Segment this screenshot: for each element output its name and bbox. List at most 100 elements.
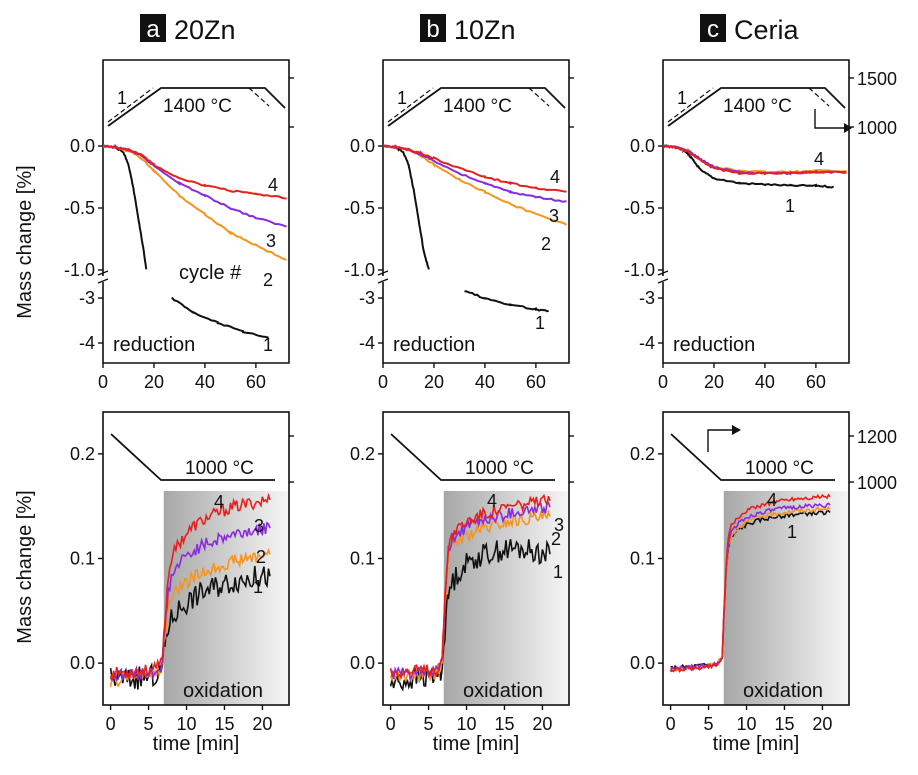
panel-letter: b xyxy=(426,16,439,43)
y-tick-label: -1.0 xyxy=(344,260,375,280)
axis-break-mark xyxy=(98,271,108,283)
x-axis-label: time [min] xyxy=(153,733,240,755)
series-label-3: 3 xyxy=(554,515,564,535)
profile-axis-label: 1200 xyxy=(857,427,897,447)
y-axis-label-reduction: Mass change [%] xyxy=(14,165,36,318)
y-tick-label: -3 xyxy=(639,288,655,308)
y-tick-label: -0.5 xyxy=(624,198,655,218)
x-tick-label: 40 xyxy=(195,372,215,392)
x-axis-label: time [min] xyxy=(433,733,520,755)
oxidation-panel-b: 0.00.10.20 5 10 15 20time [min]1000 °Coxidat… xyxy=(350,412,574,755)
x-tick-label: 10 xyxy=(456,714,476,734)
x-tick-label: 60 xyxy=(246,372,266,392)
y-tick-label: 0.2 xyxy=(630,444,655,464)
temperature-label: 1000 °C xyxy=(745,458,814,479)
y-tick-label: 0.2 xyxy=(70,444,95,464)
y-tick-label: -3 xyxy=(79,288,95,308)
series-label-1: 1 xyxy=(263,335,273,355)
y-tick-label: 0.1 xyxy=(630,549,655,569)
series-1 xyxy=(103,146,269,337)
y-tick-label: -4 xyxy=(359,333,375,353)
profile-arrowhead xyxy=(732,425,741,435)
x-tick-label: 0 xyxy=(98,372,108,392)
series-label-1: 1 xyxy=(253,577,263,597)
profile-cycle-label: 1 xyxy=(397,88,407,108)
series-label-4: 4 xyxy=(487,491,497,511)
x-tick-label: 5 xyxy=(144,714,154,734)
panel-title: 10Zn xyxy=(454,15,516,45)
column-header-a: a 20Zn xyxy=(140,14,236,45)
temperature-label: 1000 °C xyxy=(185,458,254,479)
panel-letter: c xyxy=(707,16,719,43)
x-tick-label: 15 xyxy=(494,714,514,734)
series-line-1 xyxy=(383,146,429,270)
reduction-label: reduction xyxy=(113,334,195,356)
series-label-4: 4 xyxy=(550,167,560,187)
y-tick-label: -1.0 xyxy=(64,260,95,280)
series-4 xyxy=(383,146,567,192)
y-tick-label: 0.0 xyxy=(630,653,655,673)
profile-arrowhead xyxy=(844,123,852,133)
x-tick-label: 0 xyxy=(666,714,676,734)
oxidation-panel-c: 0.00.10.20 5 10 15 20time [min]1000 °Coxidat… xyxy=(630,412,854,755)
reduction-label: reduction xyxy=(393,334,475,356)
series-label-2: 2 xyxy=(541,234,551,254)
y-tick-label: 0.0 xyxy=(70,136,95,156)
profile-axis-label: 1000 xyxy=(857,473,897,493)
x-tick-label: 10 xyxy=(176,714,196,734)
series-line-4 xyxy=(383,146,567,192)
series-label-1: 1 xyxy=(785,196,795,216)
x-tick-label: 20 xyxy=(144,372,164,392)
series-label-2: 2 xyxy=(256,547,266,567)
x-tick-label: 20 xyxy=(532,714,552,734)
series-2 xyxy=(383,146,567,225)
series-label-1: 1 xyxy=(553,562,563,582)
panel-letter: a xyxy=(146,16,160,43)
oxidation-label: oxidation xyxy=(743,680,823,702)
panel-title: 20Zn xyxy=(174,15,236,45)
column-header-b: b 10Zn xyxy=(420,14,516,45)
x-tick-label: 0 xyxy=(378,372,388,392)
y-tick-label: 0.1 xyxy=(70,549,95,569)
series-label-4: 4 xyxy=(767,490,777,510)
panel-title: Ceria xyxy=(734,15,800,45)
x-tick-label: 60 xyxy=(526,372,546,392)
series-label-4: 4 xyxy=(268,175,278,195)
x-tick-label: 20 xyxy=(424,372,444,392)
y-tick-label: 0.1 xyxy=(350,549,375,569)
x-tick-label: 60 xyxy=(806,372,826,392)
profile-axis-label: 1000 xyxy=(857,118,897,138)
axis-break-mark xyxy=(658,271,668,283)
series-line-1 xyxy=(103,146,146,269)
oxidation-label: oxidation xyxy=(183,680,263,702)
x-tick-label: 10 xyxy=(736,714,756,734)
reduction-panel-a: 0.0 -0.5 -1.0 -3 -40 20 40 60 1 1400 °C reduction xyxy=(64,60,294,392)
column-header-c: c Ceria xyxy=(700,14,800,45)
series-label-3: 3 xyxy=(266,231,276,251)
series-line-1 xyxy=(172,298,269,338)
series-line-3 xyxy=(103,145,287,227)
y-tick-label: 0.0 xyxy=(630,136,655,156)
y-tick-label: -4 xyxy=(639,333,655,353)
temperature-label: 1400 °C xyxy=(443,96,512,117)
temperature-label: 1400 °C xyxy=(163,96,232,117)
y-tick-label: -0.5 xyxy=(64,198,95,218)
temperature-label: 1400 °C xyxy=(723,96,792,117)
series-label-4: 4 xyxy=(214,492,224,512)
x-tick-label: 20 xyxy=(704,372,724,392)
x-axis-label: time [min] xyxy=(713,733,800,755)
profile-arrow xyxy=(708,430,732,452)
temperature-label: 1000 °C xyxy=(465,458,534,479)
oxidation-label: oxidation xyxy=(463,680,543,702)
y-axis-label-oxidation: Mass change [%] xyxy=(14,490,36,643)
axis-break-mark xyxy=(378,271,388,283)
series-line-2 xyxy=(383,146,567,225)
x-tick-label: 5 xyxy=(424,714,434,734)
series-label-3: 3 xyxy=(549,206,559,226)
x-tick-label: 5 xyxy=(704,714,714,734)
x-tick-label: 40 xyxy=(755,372,775,392)
series-3 xyxy=(103,145,287,227)
profile-arrow xyxy=(815,109,844,128)
